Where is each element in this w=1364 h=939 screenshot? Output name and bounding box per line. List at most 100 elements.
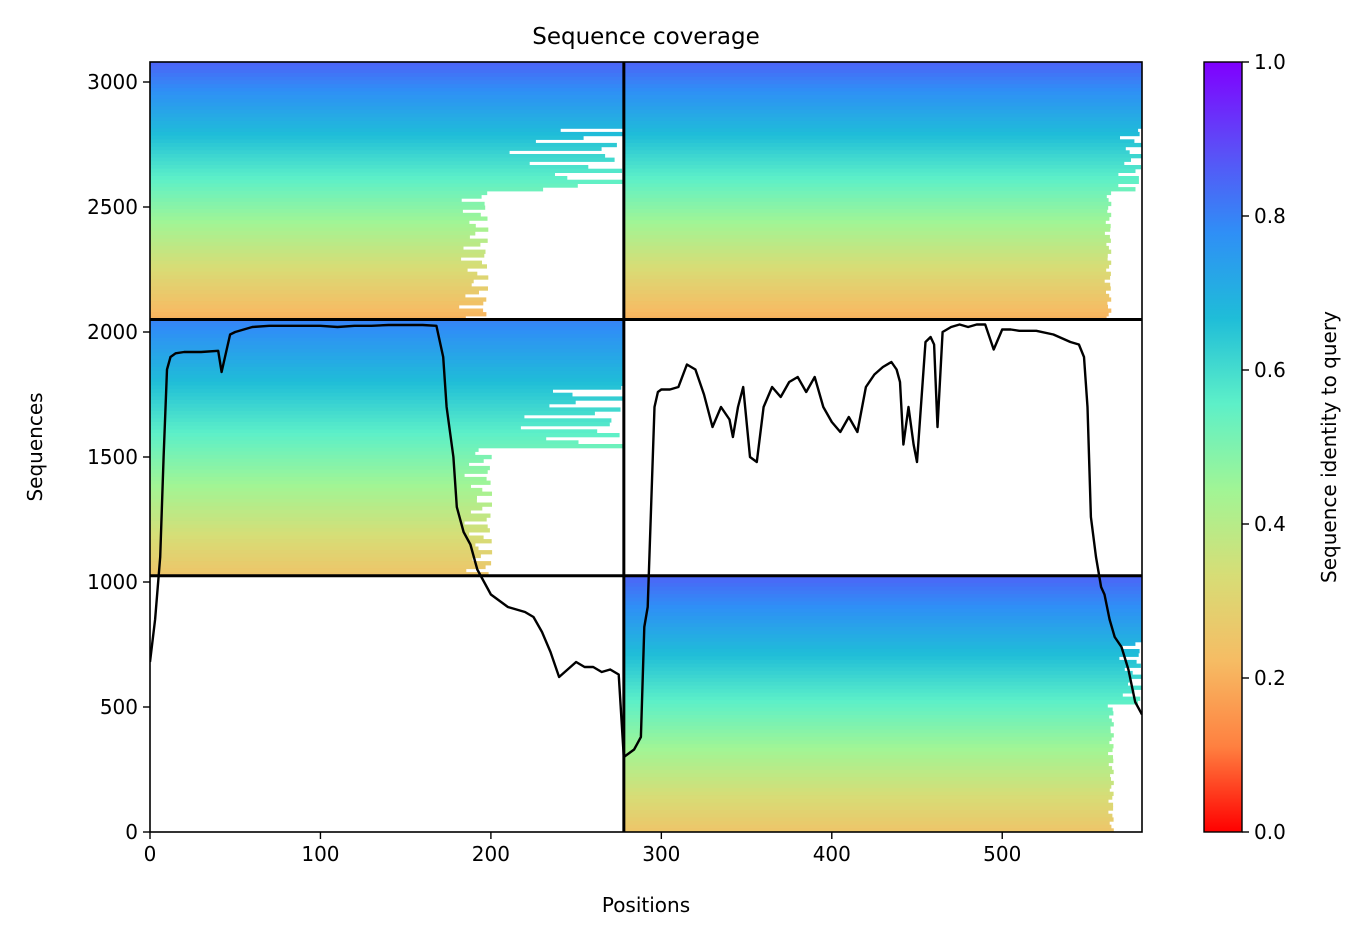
heatmap-row bbox=[623, 762, 1109, 767]
heatmap-row bbox=[623, 755, 1113, 760]
heatmap-row bbox=[623, 586, 1142, 591]
colorbar-tick-label: 0.6 bbox=[1254, 358, 1286, 382]
heatmap-row bbox=[150, 80, 624, 85]
plot-frame bbox=[149, 61, 1143, 833]
heatmap-row bbox=[150, 165, 589, 170]
heatmap-row bbox=[150, 62, 624, 67]
heatmap-row bbox=[623, 747, 1113, 753]
heatmap-row bbox=[623, 128, 1139, 133]
heatmap-row bbox=[623, 76, 1142, 81]
heatmap-row bbox=[150, 106, 624, 111]
heatmap-row bbox=[623, 286, 1111, 291]
chart-title: Sequence coverage bbox=[532, 24, 760, 50]
coverage-line bbox=[150, 323, 1142, 759]
heatmap-row bbox=[623, 681, 1128, 687]
heatmap-row bbox=[623, 806, 1114, 811]
heatmap-row bbox=[150, 301, 484, 306]
heatmap-row bbox=[623, 168, 1136, 173]
heatmap-row bbox=[623, 146, 1126, 151]
y-axis-label: Sequences bbox=[23, 392, 47, 501]
heatmap-row bbox=[623, 619, 1142, 624]
heatmap-row bbox=[150, 568, 467, 573]
heatmap-row bbox=[150, 495, 477, 500]
heatmap-row bbox=[150, 498, 477, 504]
heatmap-row bbox=[623, 80, 1142, 85]
heatmap-row bbox=[623, 275, 1111, 280]
heatmap-row bbox=[150, 447, 479, 452]
heatmap-row bbox=[150, 113, 624, 118]
heatmap-row bbox=[623, 220, 1106, 225]
heatmap-row bbox=[150, 98, 624, 104]
heatmap-row bbox=[150, 564, 486, 570]
heatmap-row bbox=[623, 139, 1135, 144]
heatmap-row bbox=[150, 469, 488, 474]
heatmap-row bbox=[150, 131, 623, 137]
heatmap-row bbox=[623, 703, 1108, 709]
heatmap-row bbox=[150, 542, 476, 548]
heatmap-row bbox=[623, 634, 1142, 639]
heatmap-row bbox=[150, 194, 482, 199]
heatmap-row bbox=[623, 301, 1108, 306]
heatmap-row bbox=[623, 190, 1112, 196]
heatmap-row bbox=[150, 414, 525, 419]
heatmap-row bbox=[150, 473, 465, 478]
heatmap-row bbox=[623, 714, 1110, 720]
heatmap-row bbox=[150, 279, 474, 284]
heatmap-row bbox=[150, 422, 610, 427]
heatmap-row bbox=[150, 491, 492, 496]
x-tick-label: 300 bbox=[642, 842, 680, 866]
heatmap-row bbox=[150, 396, 624, 401]
heatmap-row bbox=[623, 245, 1109, 251]
heatmap-row bbox=[623, 659, 1137, 665]
heatmap-row bbox=[623, 187, 1136, 192]
heatmap-row bbox=[150, 363, 624, 368]
heatmap-row bbox=[623, 696, 1141, 701]
heatmap-row bbox=[150, 528, 490, 533]
heatmap-row bbox=[623, 590, 1142, 595]
heatmap-row bbox=[150, 509, 471, 515]
heatmap-row bbox=[623, 777, 1111, 782]
heatmap-row bbox=[150, 290, 479, 295]
heatmap-row bbox=[150, 128, 561, 133]
heatmap-row bbox=[150, 465, 490, 471]
heatmap-row bbox=[150, 520, 465, 526]
heatmap-row bbox=[623, 744, 1114, 749]
colorbar-tick-label: 0.8 bbox=[1254, 204, 1286, 228]
heatmap-row bbox=[150, 253, 485, 258]
heatmap-row bbox=[623, 98, 1142, 104]
heatmap-row bbox=[150, 389, 553, 394]
heatmap-row bbox=[623, 304, 1108, 310]
heatmap-row bbox=[150, 234, 470, 240]
heatmap-row bbox=[623, 583, 1142, 588]
heatmap-row bbox=[623, 652, 1139, 657]
heatmap-row bbox=[623, 249, 1112, 254]
heatmap-row bbox=[623, 271, 1111, 276]
heatmap-row bbox=[623, 645, 1122, 650]
heatmap-row bbox=[150, 451, 476, 456]
heatmap-row bbox=[150, 370, 624, 376]
heatmap-row bbox=[623, 297, 1112, 302]
y-tick-label: 2000 bbox=[87, 320, 138, 344]
heatmap-row bbox=[150, 367, 624, 372]
heatmap-row bbox=[150, 257, 462, 262]
heatmap-row bbox=[623, 575, 1142, 581]
heatmap-row bbox=[150, 403, 550, 408]
heatmap-row bbox=[150, 135, 584, 140]
heatmap-row bbox=[623, 663, 1141, 668]
heatmap-row bbox=[150, 95, 624, 100]
x-axis: 0 100 200 300 400 500 bbox=[144, 832, 1021, 866]
heatmap-row bbox=[623, 751, 1109, 756]
heatmap-row bbox=[150, 238, 488, 243]
heatmap-row bbox=[623, 95, 1142, 100]
heatmap-row bbox=[623, 788, 1110, 793]
heatmap-row bbox=[150, 282, 472, 287]
heatmap-row bbox=[150, 407, 621, 412]
y-tick-label: 500 bbox=[100, 695, 138, 719]
heatmap-row bbox=[623, 242, 1107, 247]
heatmap-row bbox=[623, 773, 1111, 778]
heatmap-row bbox=[150, 341, 624, 346]
y-tick-label: 2500 bbox=[87, 195, 138, 219]
heatmap-row bbox=[623, 212, 1112, 218]
heatmap-row bbox=[150, 345, 624, 350]
